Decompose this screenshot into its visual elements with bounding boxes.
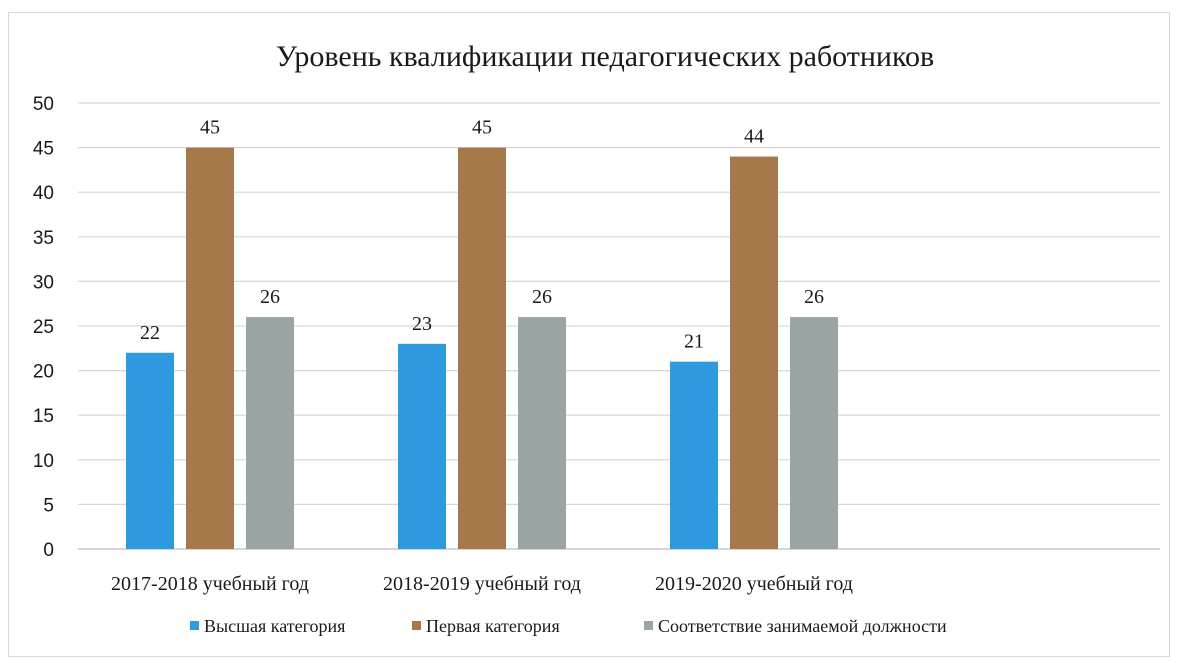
- legend-swatch: [644, 621, 653, 630]
- gridlines: [78, 102, 1160, 550]
- data-label: 21: [684, 331, 704, 353]
- data-label: 23: [412, 313, 432, 335]
- bar: [518, 317, 566, 549]
- bar: [730, 156, 778, 549]
- bar: [458, 147, 506, 549]
- x-tick-label: 2019-2020 учебный год: [655, 573, 853, 595]
- y-tick-label: 30: [33, 272, 54, 293]
- x-axis: 2017-2018 учебный год 2018-2019 учебный г…: [111, 573, 853, 595]
- bar: [246, 317, 294, 549]
- data-label: 26: [260, 286, 280, 308]
- legend-swatch: [412, 621, 421, 630]
- y-tick-label: 20: [33, 362, 54, 383]
- legend-label: Первая категория: [426, 616, 560, 636]
- bars: 22 45 26 23 45 26 21 44 26: [126, 117, 838, 549]
- y-tick-label: 15: [33, 406, 54, 427]
- legend-swatch: [190, 621, 199, 630]
- legend-label: Соответствие занимаемой должности: [658, 616, 947, 636]
- bar: [398, 343, 446, 549]
- y-tick-label: 25: [33, 317, 54, 338]
- data-label: 26: [804, 286, 824, 308]
- data-label: 26: [532, 286, 552, 308]
- y-tick-label: 50: [33, 94, 54, 115]
- data-label: 44: [744, 126, 764, 148]
- y-tick-label: 45: [33, 139, 54, 160]
- legend: Высшая категория Первая категория Соответс…: [190, 616, 947, 636]
- bar: [126, 352, 174, 549]
- data-label: 22: [140, 322, 160, 344]
- y-tick-label: 5: [43, 495, 54, 516]
- y-tick-label: 40: [33, 183, 54, 204]
- bar: [186, 147, 234, 549]
- x-tick-label: 2017-2018 учебный год: [111, 573, 309, 595]
- data-label: 45: [472, 117, 492, 139]
- y-tick-label: 35: [33, 228, 54, 249]
- y-tick-label: 0: [43, 540, 54, 561]
- bar: [790, 317, 838, 549]
- y-tick-label: 10: [33, 451, 54, 472]
- y-axis: 0 5 10 15 20 25 30 35 40 45 50: [33, 94, 54, 561]
- chart-title: Уровень квалификации педагогических рабо…: [276, 40, 934, 73]
- bar: [670, 361, 718, 549]
- legend-label: Высшая категория: [204, 616, 345, 636]
- x-tick-label: 2018-2019 учебный год: [383, 573, 581, 595]
- data-label: 45: [200, 117, 220, 139]
